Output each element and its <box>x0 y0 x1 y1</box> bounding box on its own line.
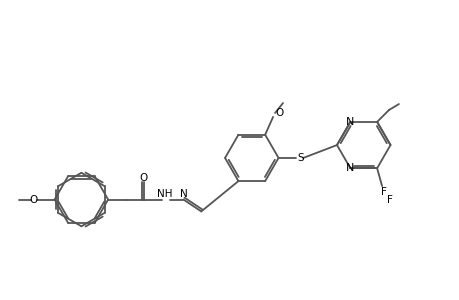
Text: N: N <box>179 189 187 199</box>
Text: N: N <box>346 163 354 173</box>
Text: F: F <box>386 195 392 205</box>
Text: F: F <box>381 187 386 197</box>
Text: O: O <box>274 108 283 118</box>
Text: O: O <box>140 173 148 183</box>
Text: S: S <box>297 153 303 163</box>
Text: N: N <box>346 117 354 127</box>
Text: O: O <box>30 194 38 205</box>
Text: NH: NH <box>157 189 172 199</box>
